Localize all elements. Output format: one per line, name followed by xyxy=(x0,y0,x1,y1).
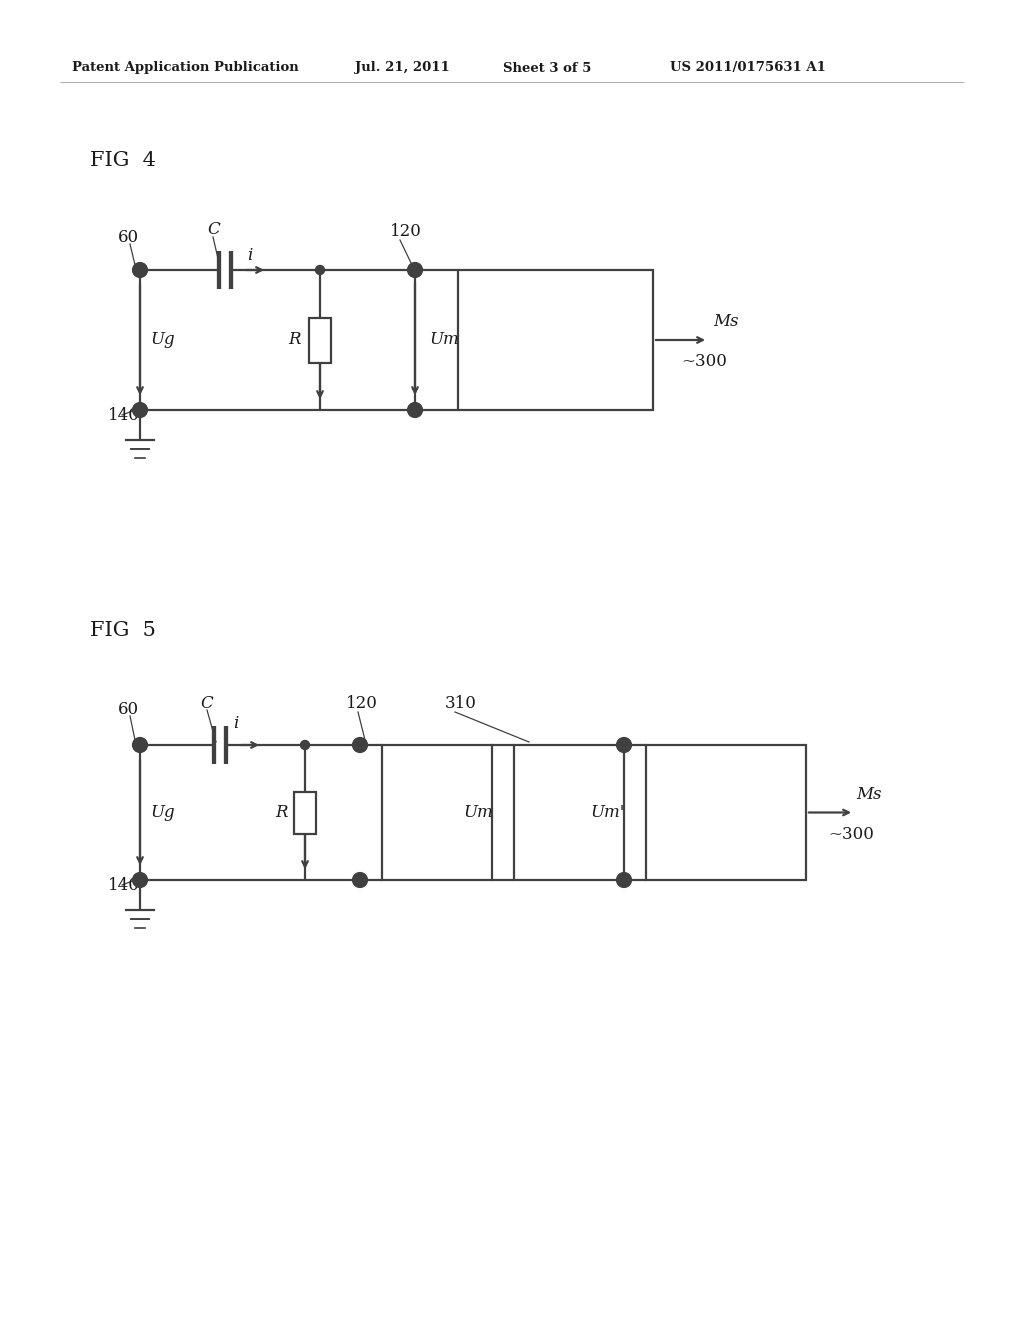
Text: R: R xyxy=(288,331,300,348)
Text: R: R xyxy=(275,804,288,821)
Bar xyxy=(646,744,806,880)
Text: Ms: Ms xyxy=(713,314,738,330)
Text: 60: 60 xyxy=(118,230,139,247)
Text: 120: 120 xyxy=(346,696,378,713)
Text: 310: 310 xyxy=(445,694,477,711)
Circle shape xyxy=(353,873,367,887)
Bar xyxy=(294,792,316,833)
Circle shape xyxy=(315,265,325,275)
Text: Jul. 21, 2011: Jul. 21, 2011 xyxy=(355,62,450,74)
Circle shape xyxy=(617,873,631,887)
Text: 140: 140 xyxy=(108,407,140,424)
Circle shape xyxy=(133,873,147,887)
Text: 140: 140 xyxy=(108,876,140,894)
Circle shape xyxy=(617,738,631,752)
Text: Um: Um xyxy=(429,331,459,348)
Text: Ug: Ug xyxy=(150,804,175,821)
Text: Ms: Ms xyxy=(856,785,882,803)
Circle shape xyxy=(300,741,309,750)
Text: C: C xyxy=(200,694,213,711)
Text: i: i xyxy=(247,248,252,264)
Text: FIG  5: FIG 5 xyxy=(90,620,156,639)
Text: i: i xyxy=(233,715,239,733)
Circle shape xyxy=(133,403,147,417)
Bar xyxy=(382,744,492,880)
Circle shape xyxy=(408,403,422,417)
Text: 60: 60 xyxy=(118,701,139,718)
Text: ~300: ~300 xyxy=(828,826,873,843)
Bar xyxy=(458,271,653,411)
Text: Ug: Ug xyxy=(150,331,175,348)
Bar xyxy=(514,744,624,880)
Text: C: C xyxy=(207,222,220,239)
Text: Sheet 3 of 5: Sheet 3 of 5 xyxy=(503,62,592,74)
Text: FIG  4: FIG 4 xyxy=(90,150,156,169)
Circle shape xyxy=(353,738,367,752)
Text: Um: Um xyxy=(464,804,494,821)
Text: Patent Application Publication: Patent Application Publication xyxy=(72,62,299,74)
Circle shape xyxy=(133,738,147,752)
Text: 120: 120 xyxy=(390,223,422,240)
Circle shape xyxy=(408,263,422,277)
Circle shape xyxy=(133,263,147,277)
Text: Um': Um' xyxy=(590,804,625,821)
Bar xyxy=(309,318,331,363)
Text: US 2011/0175631 A1: US 2011/0175631 A1 xyxy=(670,62,826,74)
Text: ~300: ~300 xyxy=(681,354,727,371)
